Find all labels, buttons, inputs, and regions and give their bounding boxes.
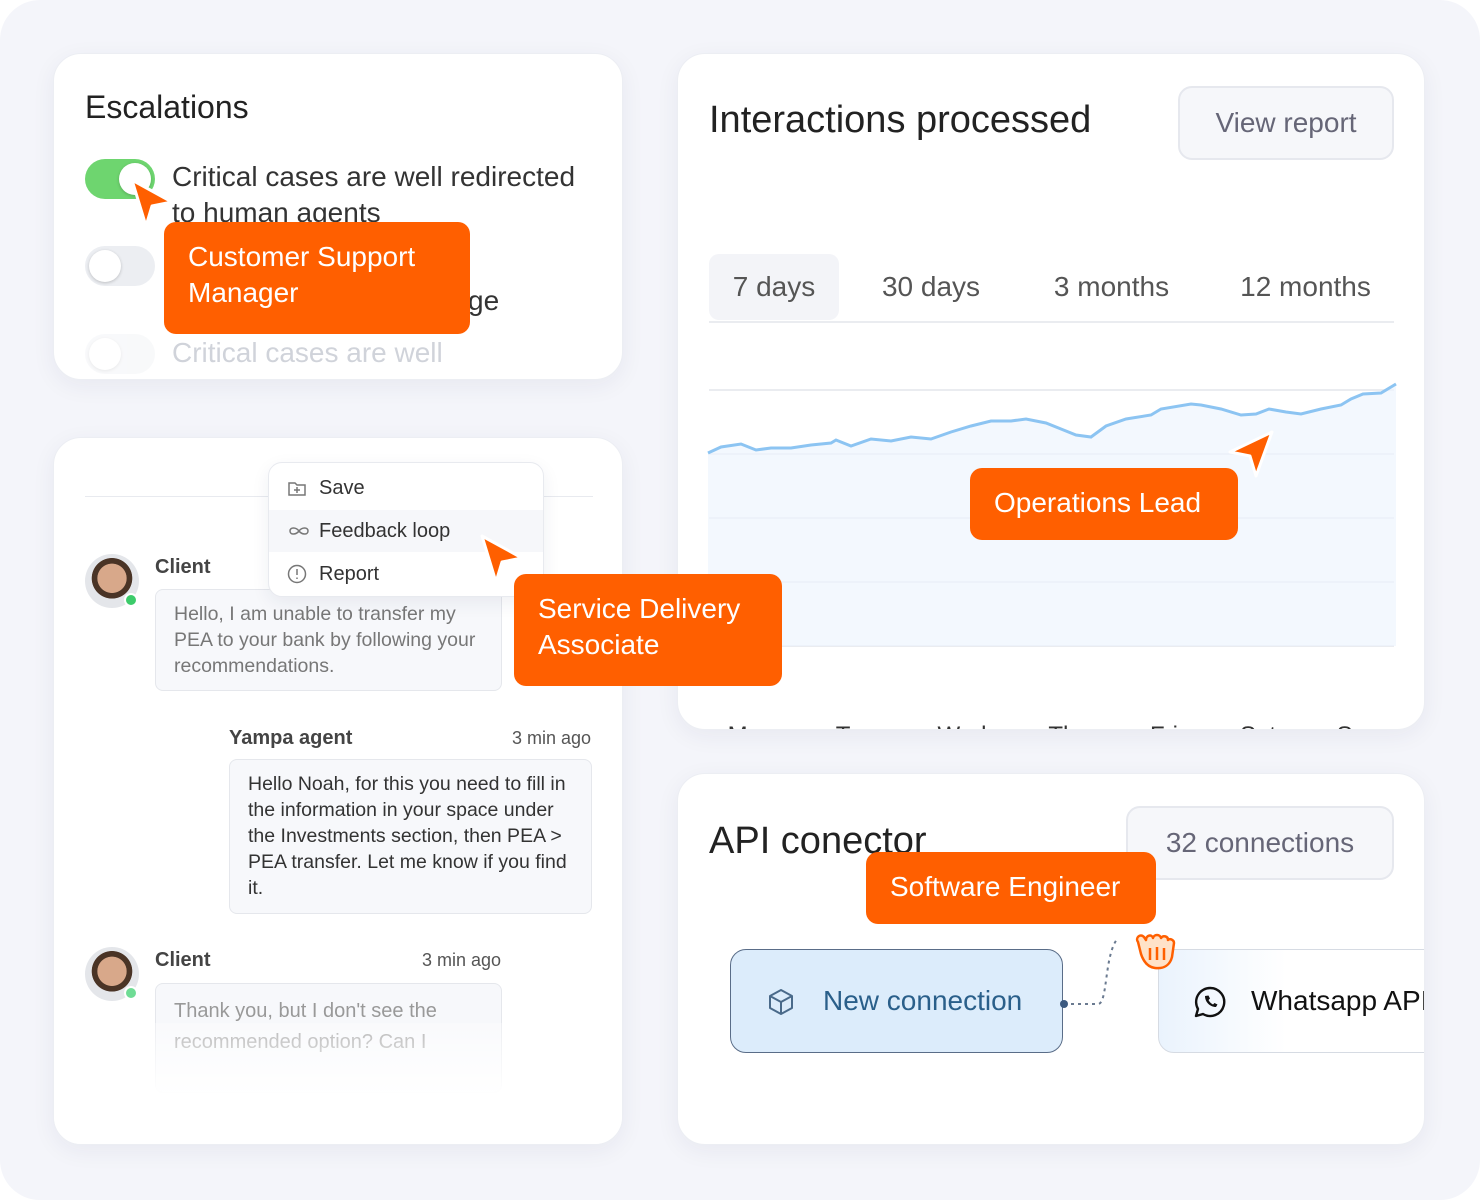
x-tick-label: Wed <box>917 722 1007 729</box>
menu-label: Feedback loop <box>319 520 451 542</box>
card-title: Escalations <box>85 89 249 125</box>
author: Yampa agent <box>229 727 353 749</box>
x-tick-label: Sat <box>1213 722 1303 729</box>
toggle[interactable] <box>85 334 155 374</box>
connections-button[interactable]: 32 connections <box>1126 806 1394 880</box>
menu-label: Report <box>319 563 380 585</box>
x-tick-label: Sun <box>1313 722 1403 729</box>
range-tab[interactable]: 3 months <box>1053 271 1170 302</box>
role-tag: Service Delivery Associate <box>514 574 782 686</box>
range-tab[interactable]: 7 days <box>709 254 839 320</box>
message: Hello, I am unable to transfer my PEA to… <box>155 589 502 691</box>
range-tab[interactable]: 30 days <box>881 271 981 302</box>
interactions-card: Interactions processed View report 7 day… <box>677 53 1425 730</box>
message: Hello Noah, for this you need to fill in… <box>229 759 592 914</box>
sparkline-chart <box>707 321 1397 647</box>
connector <box>1060 937 1119 1008</box>
fade <box>54 1023 622 1144</box>
cursor <box>1228 430 1274 478</box>
role-tag: Software Engineer <box>866 852 1156 924</box>
cursor <box>480 534 524 584</box>
x-tick-label: Thu <box>1024 722 1114 729</box>
range-tab[interactable]: 12 months <box>1240 271 1371 302</box>
menu-item[interactable]: Save <box>269 467 543 509</box>
node-label: New connection <box>823 985 1023 1016</box>
x-tick-label: Fri <box>1119 722 1209 729</box>
x-tick-label: Tue <box>811 722 901 729</box>
view-report-button[interactable]: View report <box>1178 86 1394 160</box>
toggle[interactable] <box>85 246 155 286</box>
cursor <box>130 178 174 228</box>
grab-cursor <box>1135 933 1176 970</box>
api-card: API conector 32 connections New connecti… <box>677 773 1425 1145</box>
toggle-label: Critical cases are well <box>172 337 443 368</box>
menu-item[interactable]: Report <box>269 553 543 595</box>
role-tag: Operations Lead <box>970 468 1238 540</box>
toggle-label: Critical cases are well redirected to hu… <box>172 161 576 228</box>
connection-node[interactable]: New connection <box>730 949 1063 1053</box>
connection-node[interactable]: Whatsapp API <box>1158 949 1425 1053</box>
timestamp: 3 min ago <box>511 728 591 748</box>
chat-card: Client Hello, I am unable to transfer my… <box>53 437 623 1145</box>
toggle-label: ge <box>468 285 500 316</box>
node-label: Whatsapp API <box>1251 985 1425 1016</box>
author: Client <box>155 949 211 971</box>
author: Client <box>155 556 211 578</box>
role-tag: Customer Support Manager <box>164 222 470 334</box>
timestamp: 3 min ago <box>421 950 501 970</box>
online-dot <box>124 986 138 1000</box>
line <box>707 382 1397 455</box>
online-dot <box>124 593 138 607</box>
menu-label: Save <box>319 477 365 499</box>
x-tick-label: Mon <box>706 722 796 729</box>
card-title: Interactions processed <box>709 99 1092 141</box>
